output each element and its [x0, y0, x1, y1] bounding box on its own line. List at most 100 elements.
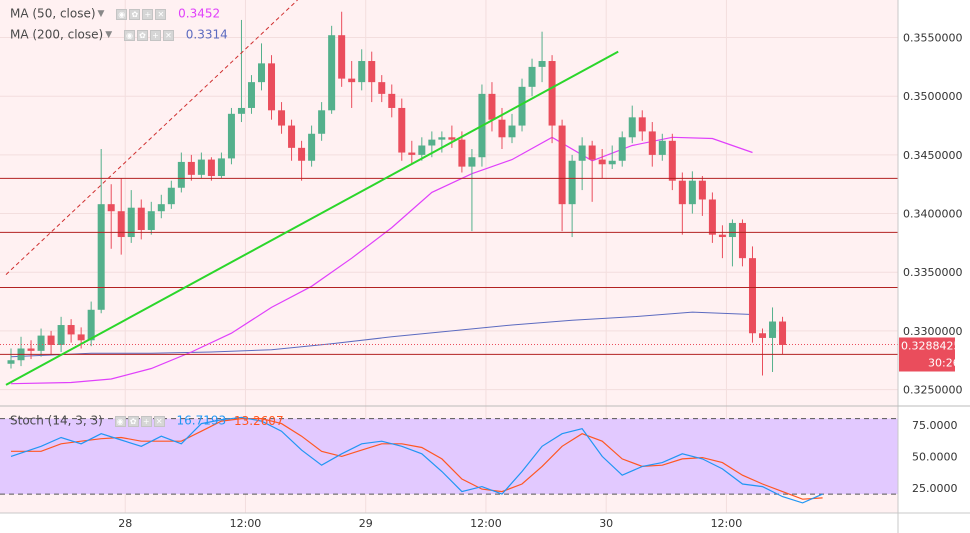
- candle: [147, 201, 155, 235]
- candle-body: [759, 333, 766, 338]
- candle-body: [47, 335, 55, 345]
- eye-icon[interactable]: ◉: [116, 8, 128, 20]
- candle: [167, 180, 175, 209]
- stoch-d-line: [11, 418, 823, 500]
- candle: [338, 11, 346, 87]
- candle-body: [708, 199, 716, 235]
- candle-body: [588, 145, 596, 160]
- candle-body: [648, 131, 656, 155]
- legend-stoch[interactable]: Stoch (14, 3, 3) ◉ ✿ + ✕ 16.7193 13.2607: [10, 413, 284, 428]
- candle-body: [127, 207, 135, 238]
- candle: [318, 102, 326, 141]
- x-tick-label: 12:00: [230, 517, 262, 530]
- candle-body: [217, 158, 225, 177]
- candle-body: [207, 159, 215, 177]
- candle: [468, 149, 476, 232]
- candle: [47, 330, 55, 355]
- candle: [217, 152, 225, 179]
- price-badge-countdown: 30:26: [928, 357, 960, 370]
- legend-ma50[interactable]: MA (50, close) ▼ ◉ ✿ + ✕ 0.3452: [10, 6, 220, 21]
- chevron-down-icon[interactable]: ▼: [105, 29, 113, 40]
- legend-ma200[interactable]: MA (200, close) ▼ ◉ ✿ + ✕ 0.3314: [10, 27, 228, 42]
- gear-icon[interactable]: ✿: [127, 415, 139, 427]
- candle-body: [698, 180, 706, 200]
- candle-body: [298, 147, 306, 161]
- close-icon[interactable]: ✕: [155, 8, 167, 20]
- candle: [358, 49, 366, 91]
- candle: [548, 55, 556, 144]
- price-badge-box: [899, 337, 955, 372]
- gear-icon[interactable]: ✿: [129, 8, 141, 20]
- candle-body: [288, 125, 296, 148]
- candle-body: [147, 211, 155, 230]
- candle-body: [87, 309, 95, 341]
- x-tick-label: 28: [118, 517, 132, 530]
- candle: [759, 328, 766, 376]
- candle: [738, 219, 746, 267]
- candle: [588, 140, 596, 202]
- candle: [698, 176, 706, 216]
- candle: [528, 58, 536, 97]
- candle: [408, 140, 416, 165]
- y-tick-label: 0.3550000: [903, 32, 963, 45]
- candle: [207, 157, 215, 181]
- candle-body: [738, 222, 746, 259]
- candle-body: [558, 125, 566, 205]
- candle-body: [538, 61, 546, 67]
- candle: [378, 75, 386, 103]
- candle-body: [77, 334, 85, 341]
- candle-body: [398, 107, 406, 153]
- candle: [748, 246, 756, 343]
- candle: [177, 152, 185, 193]
- candle-body: [598, 159, 606, 165]
- candle-body: [488, 93, 496, 120]
- plus-icon[interactable]: +: [142, 8, 154, 20]
- candle: [438, 131, 446, 153]
- candle-body: [748, 258, 756, 334]
- candle-body: [779, 321, 787, 345]
- plus-icon[interactable]: +: [149, 29, 161, 41]
- gear-icon[interactable]: ✿: [136, 29, 148, 41]
- candle-body: [508, 125, 516, 138]
- candle-body: [458, 139, 466, 167]
- candle-body: [67, 325, 75, 335]
- close-icon[interactable]: ✕: [162, 29, 174, 41]
- y-tick-label: 0.3300000: [903, 325, 963, 338]
- legend-ma50-buttons: ◉ ✿ + ✕: [116, 7, 168, 21]
- candle: [538, 31, 546, 83]
- plus-icon[interactable]: +: [140, 415, 152, 427]
- x-tick-label: 29: [359, 517, 373, 530]
- candle: [398, 98, 406, 161]
- legend-stoch-d: 13.2607: [233, 413, 284, 428]
- candle: [227, 107, 235, 165]
- candle: [648, 122, 656, 167]
- candle: [658, 133, 666, 161]
- y-tick-label: 0.3400000: [903, 208, 963, 221]
- candle: [368, 51, 376, 103]
- candle-body: [197, 159, 205, 175]
- candle-body: [338, 35, 346, 79]
- stoch-band: [0, 418, 898, 495]
- candle-body: [57, 325, 65, 345]
- candle: [278, 102, 286, 134]
- candle-body: [688, 180, 696, 205]
- candle-body: [358, 61, 366, 83]
- candle-body: [468, 157, 476, 167]
- candle: [127, 190, 135, 243]
- eye-icon[interactable]: ◉: [123, 29, 135, 41]
- support-trendline: [5, 50, 619, 386]
- candle: [578, 137, 586, 191]
- candle-body: [388, 93, 396, 108]
- candle: [458, 131, 466, 173]
- eye-icon[interactable]: ◉: [114, 415, 126, 427]
- stoch-tick-label: 50.0000: [912, 450, 958, 463]
- close-icon[interactable]: ✕: [153, 415, 165, 427]
- candle: [668, 133, 676, 191]
- candle-body: [167, 187, 175, 205]
- candle: [708, 192, 716, 243]
- candlesticks: [7, 11, 787, 376]
- candle: [97, 149, 105, 314]
- candle: [107, 184, 115, 249]
- x-tick-label: 12:00: [711, 517, 743, 530]
- chevron-down-icon[interactable]: ▼: [97, 8, 105, 19]
